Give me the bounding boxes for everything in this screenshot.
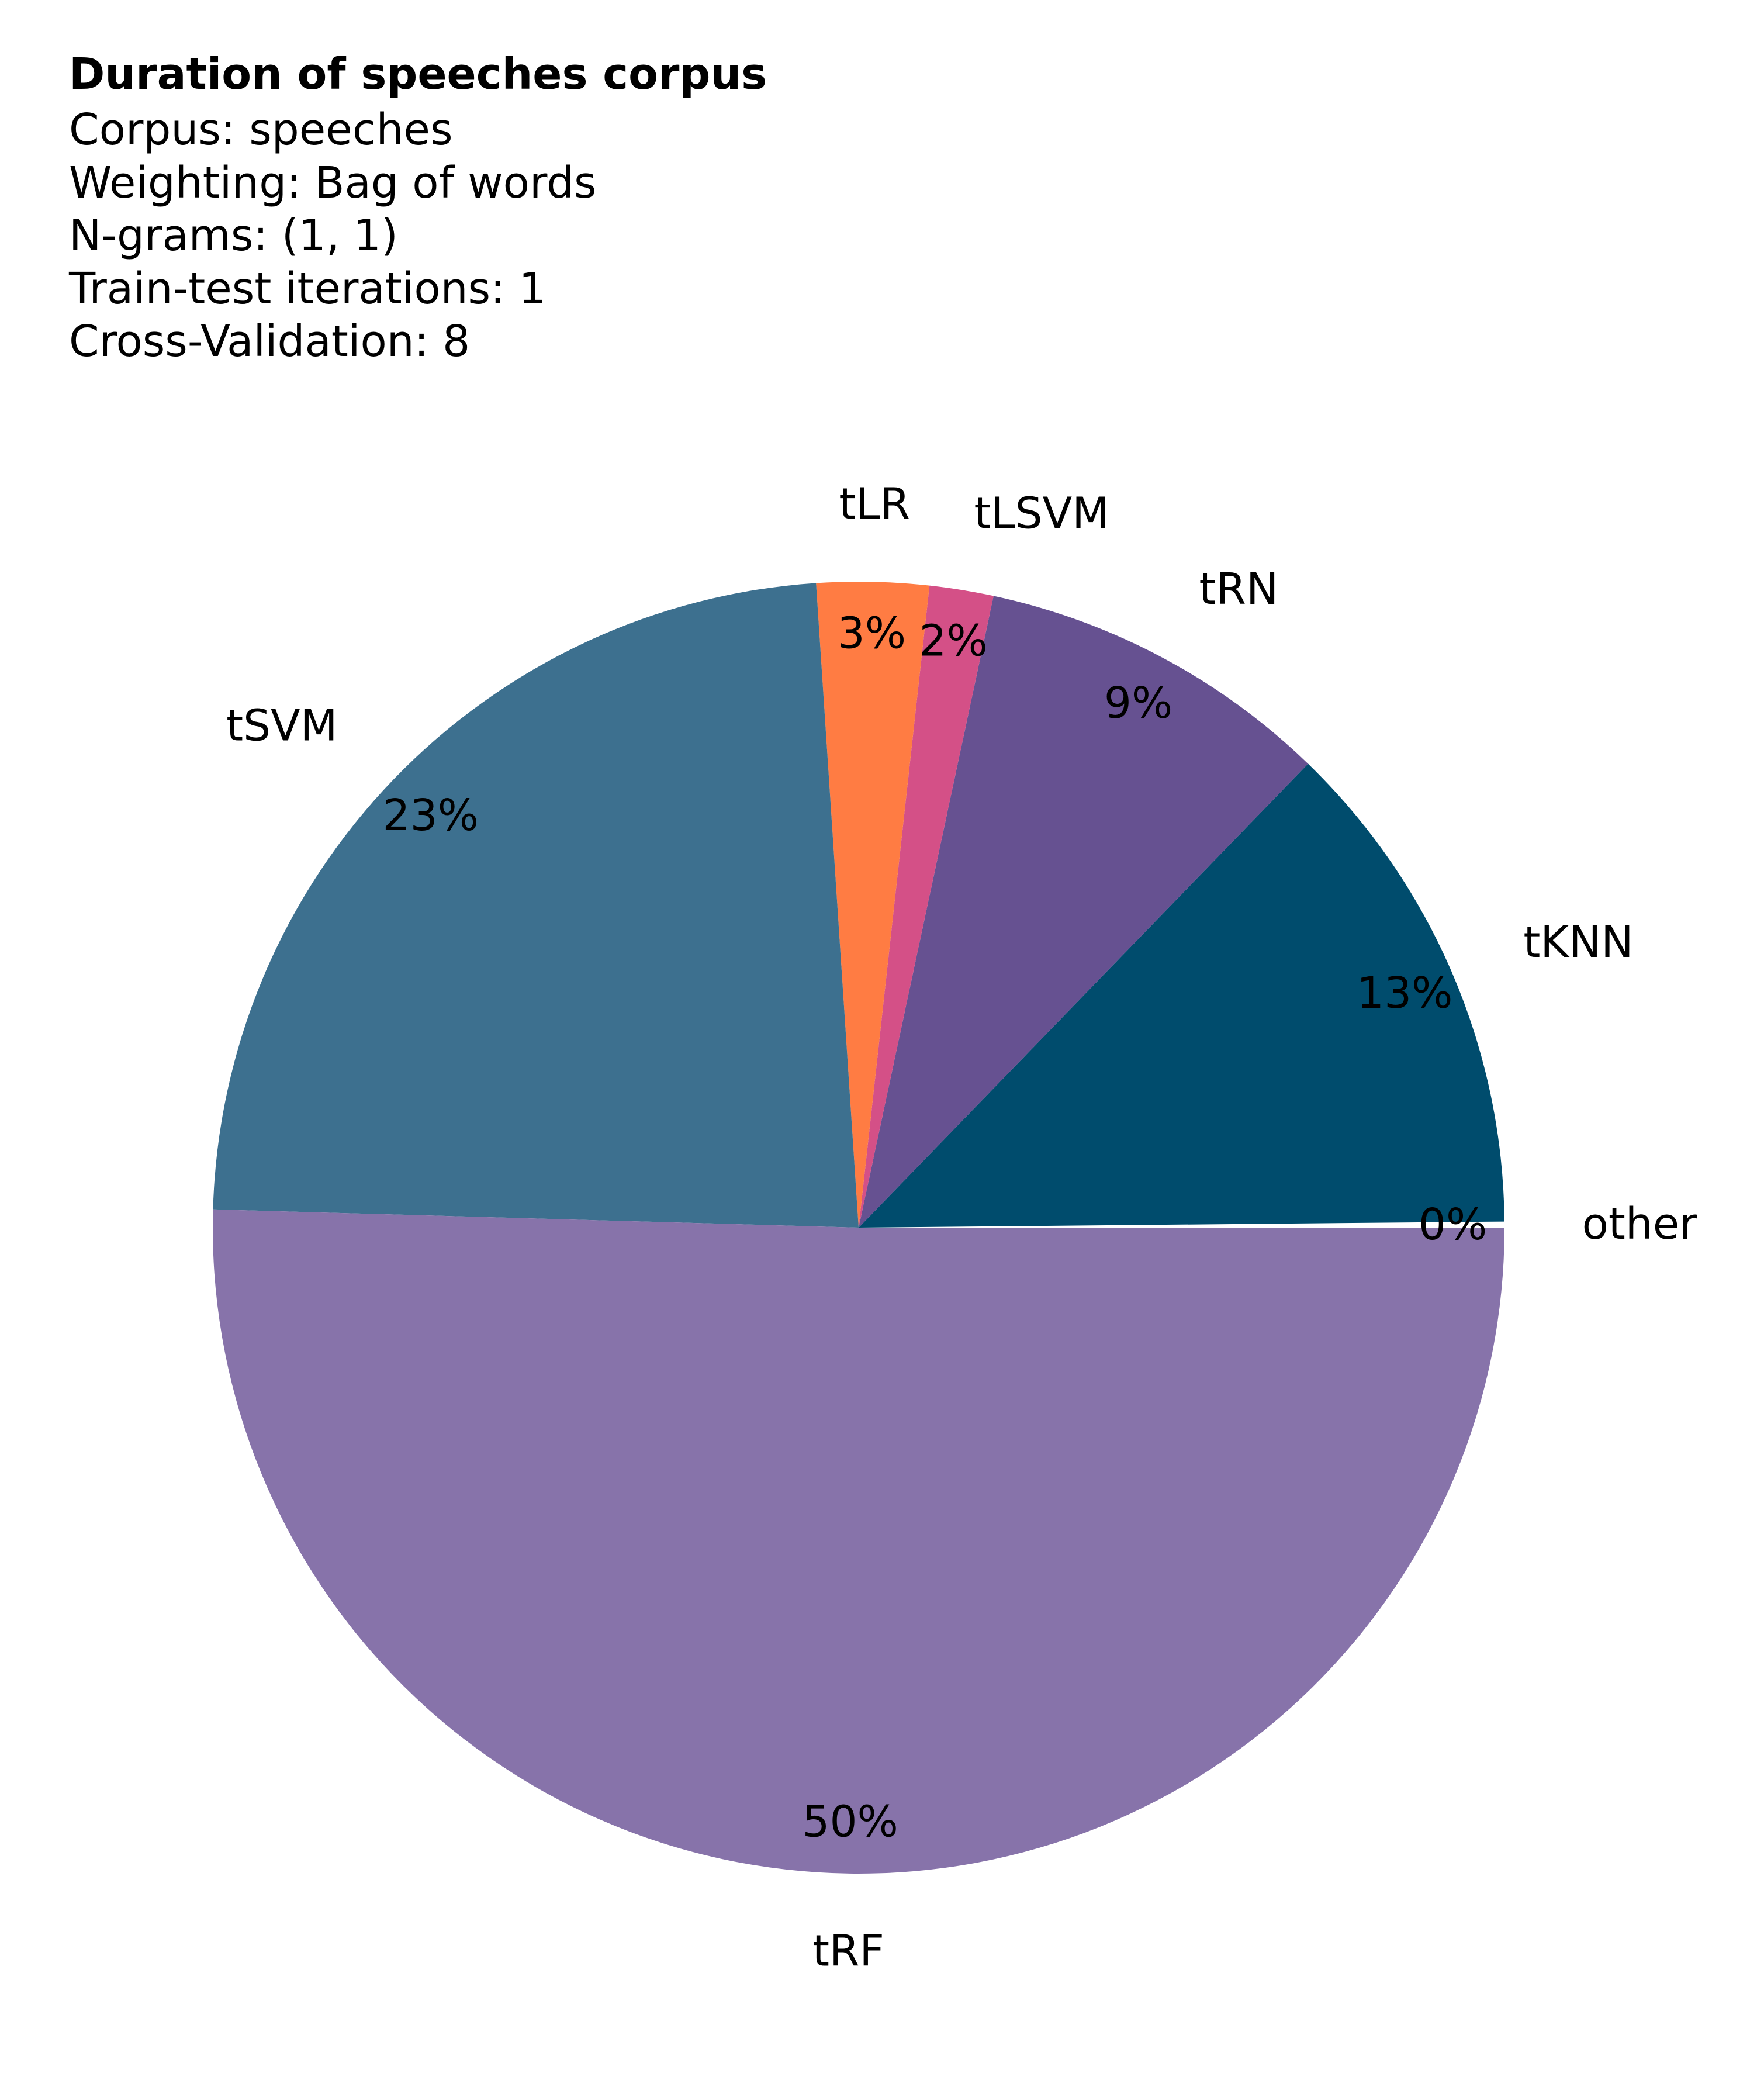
pie-slice-tsvm	[213, 583, 859, 1228]
pie-slice-other	[859, 1221, 1504, 1228]
chart-subtitle: Corpus: speeches Weighting: Bag of words…	[69, 103, 597, 368]
pct-label-trf: 50%	[802, 1796, 898, 1847]
subtitle-cross-validation: Cross-Validation: 8	[69, 316, 471, 367]
subtitle-iterations: Train-test iterations: 1	[69, 263, 547, 314]
slice-label-tknn: tKNN	[1523, 917, 1633, 967]
pie-slice-trf	[212, 1209, 1504, 1874]
slice-label-trf: tRF	[812, 1926, 884, 1976]
subtitle-ngrams: N-grams: (1, 1)	[69, 210, 398, 261]
pie-slice-trn	[859, 596, 1308, 1228]
pct-label-tlsvm: 2%	[919, 616, 987, 666]
chart-title: Duration of speeches corpus	[69, 49, 767, 99]
slice-label-trn: tRN	[1199, 564, 1279, 614]
pie-labels: 0% other 13% tKNN 9% tRN 2% tLSVM 3% tLR 23% tSVM 50…	[226, 479, 1697, 1976]
slice-label-tlsvm: tLSVM	[974, 488, 1109, 538]
pie-slice-tlr	[816, 582, 930, 1228]
pct-label-tknn: 13%	[1357, 968, 1452, 1018]
slice-label-other: other	[1582, 1199, 1698, 1249]
pct-label-tsvm: 23%	[382, 790, 478, 841]
pie-slices	[212, 582, 1504, 1874]
slice-label-tsvm: tSVM	[226, 701, 337, 751]
pct-label-tlr: 3%	[838, 609, 906, 659]
pie-slice-tknn	[859, 763, 1504, 1228]
pie-slice-tlsvm	[859, 585, 994, 1228]
subtitle-weighting: Weighting: Bag of words	[69, 157, 597, 208]
pct-label-trn: 9%	[1104, 678, 1172, 728]
subtitle-corpus: Corpus: speeches	[69, 105, 453, 155]
pct-label-other: 0%	[1419, 1200, 1487, 1250]
slice-label-tlr: tLR	[839, 479, 910, 530]
